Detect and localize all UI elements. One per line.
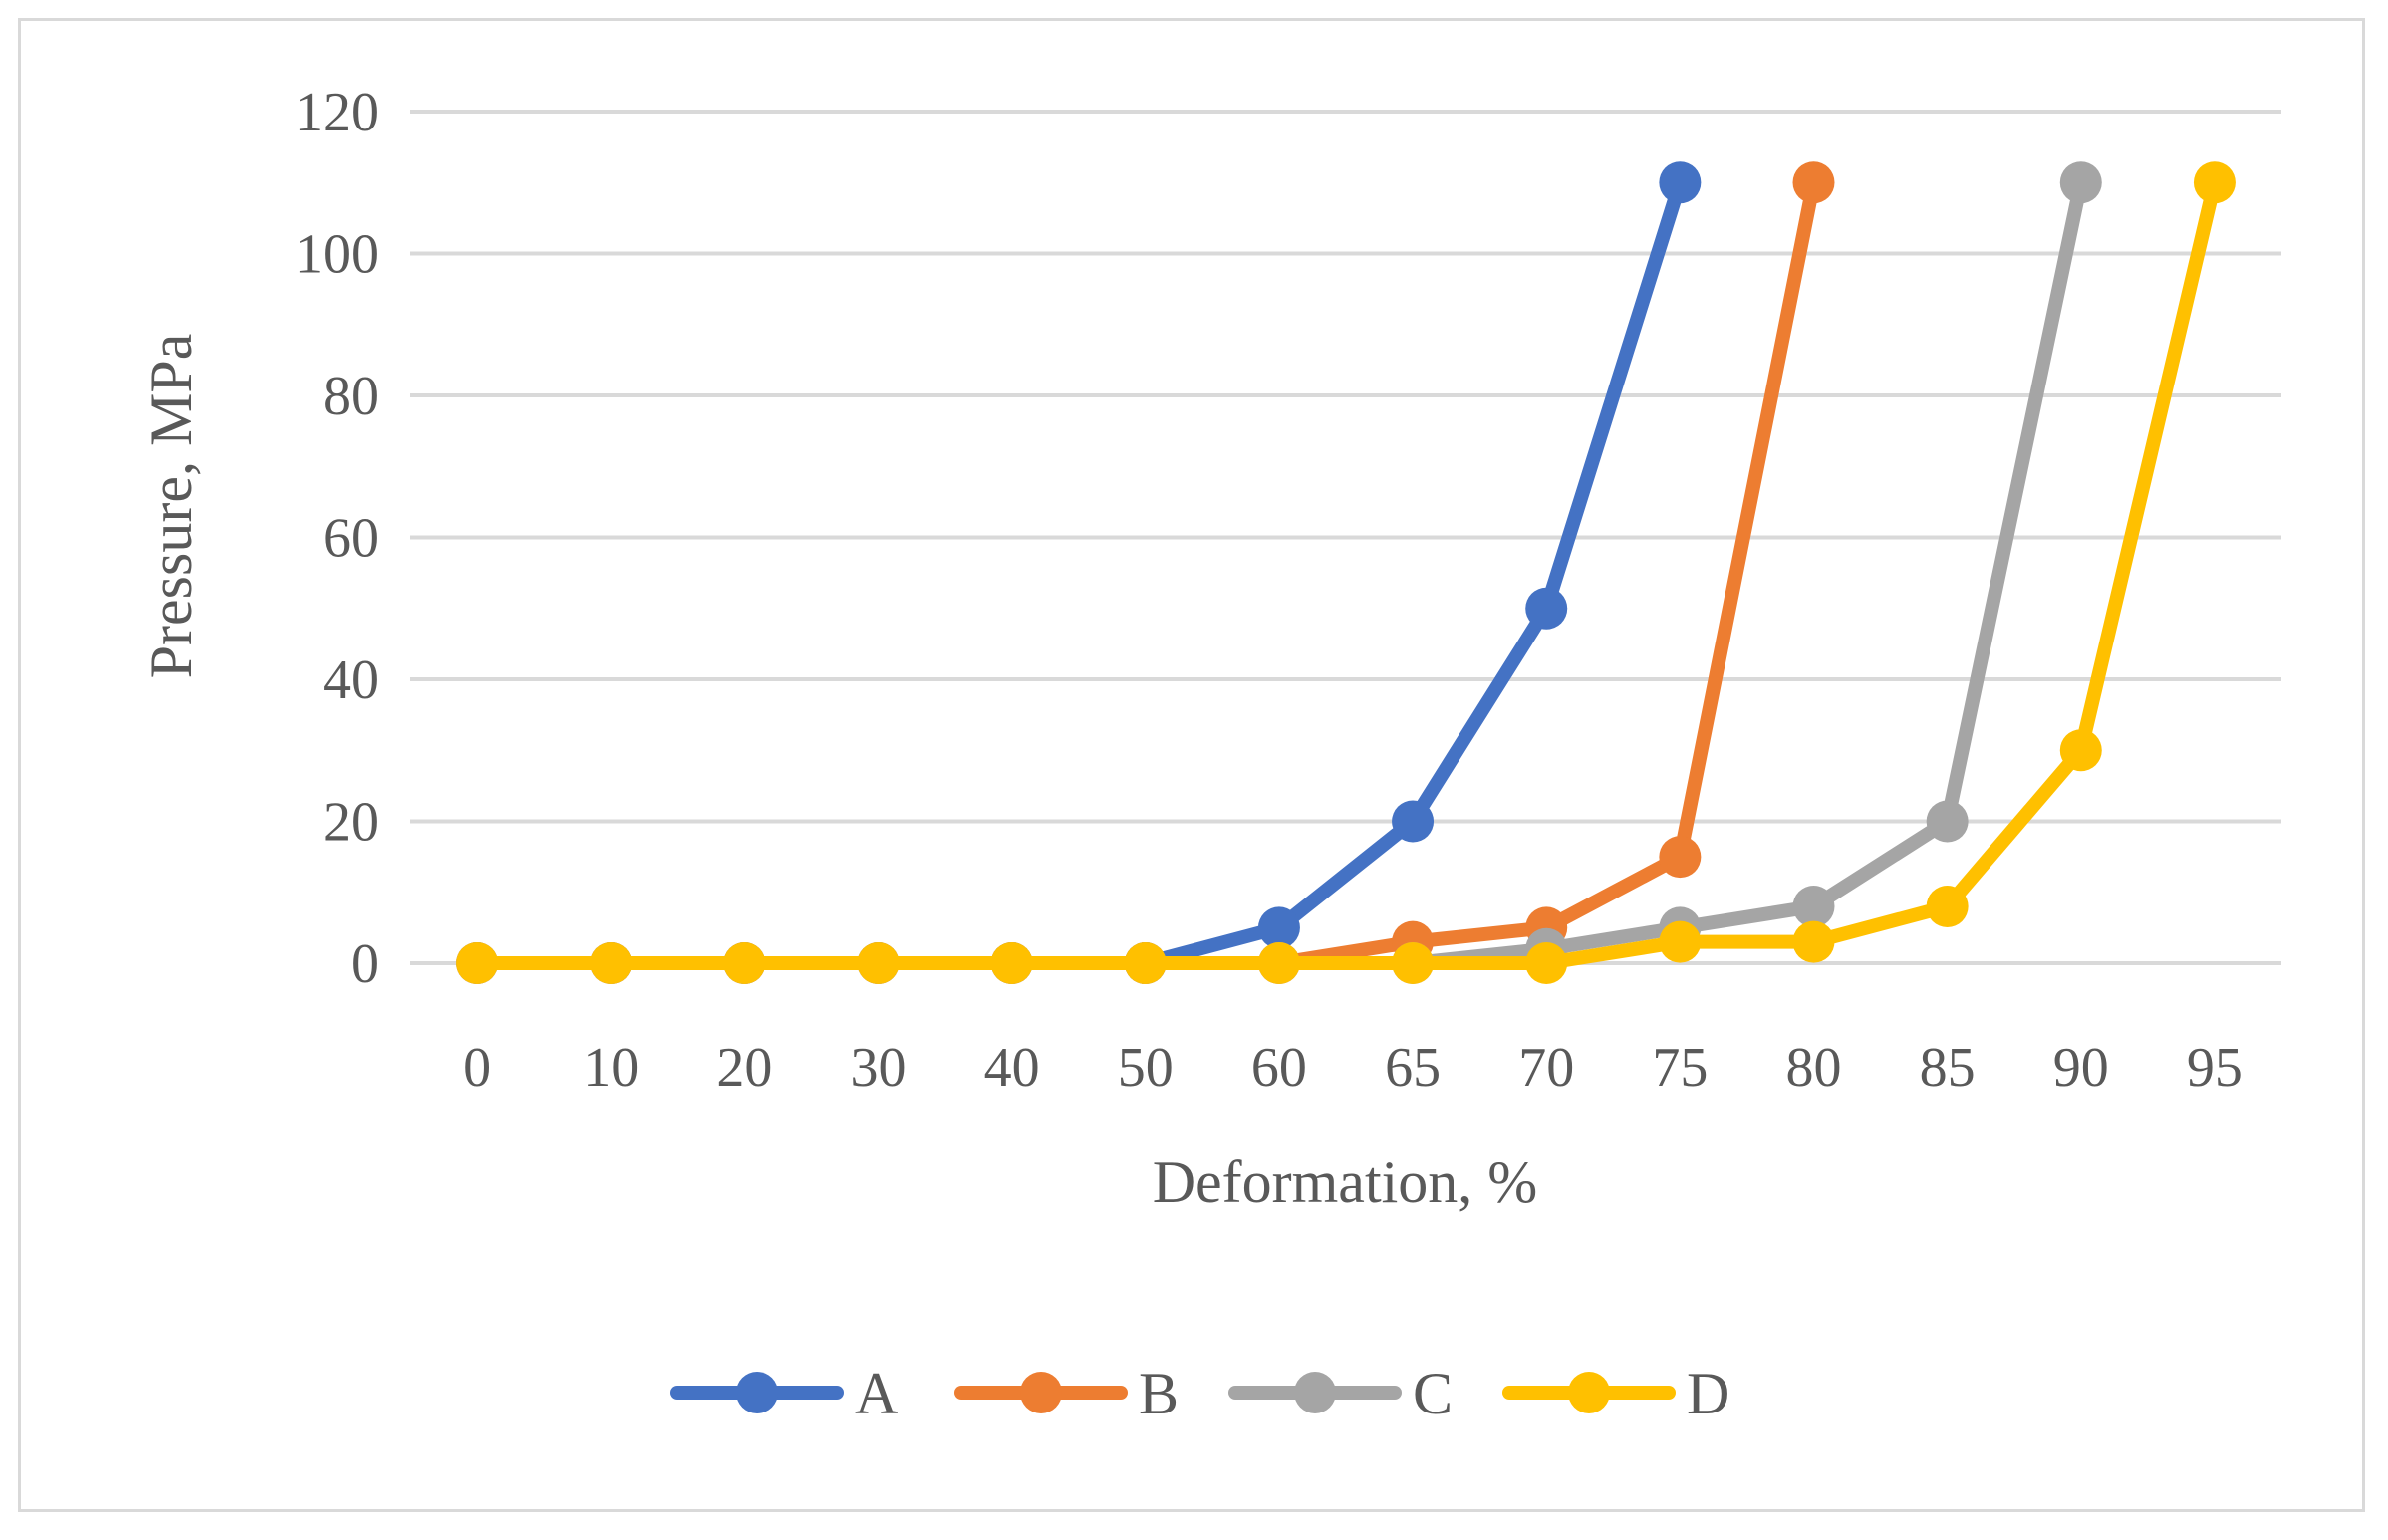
legend-item-C: C xyxy=(1228,1361,1453,1426)
y-tick-label: 40 xyxy=(323,649,379,711)
x-tick-label: 95 xyxy=(2187,1037,2243,1099)
y-tick-label: 80 xyxy=(323,366,379,427)
x-tick-label: 65 xyxy=(1385,1037,1441,1099)
x-tick-label: 20 xyxy=(716,1037,772,1099)
data-point xyxy=(723,942,766,984)
x-tick-label: 85 xyxy=(1920,1037,1976,1099)
x-tick-label: 40 xyxy=(984,1037,1040,1099)
y-tick-label: 20 xyxy=(323,792,379,854)
data-point xyxy=(1792,886,1835,927)
legend-marker xyxy=(736,1372,778,1413)
x-tick-label: 80 xyxy=(1786,1037,1842,1099)
y-tick-label: 100 xyxy=(295,224,379,286)
legend-label: A xyxy=(855,1361,898,1426)
chart-frame xyxy=(18,18,2365,1512)
data-point xyxy=(857,942,900,984)
series-line xyxy=(470,175,1688,970)
data-point xyxy=(1926,800,1969,843)
legend-marker xyxy=(1568,1372,1610,1413)
data-point xyxy=(1659,920,1702,963)
legend-item-D: D xyxy=(1502,1361,1729,1426)
data-point xyxy=(2193,161,2236,204)
legend-label: B xyxy=(1139,1361,1179,1426)
series-C xyxy=(456,161,2102,984)
x-axis-title: Deformation, % xyxy=(1153,1150,1538,1215)
legend: A B C D xyxy=(670,1361,1729,1426)
series-B xyxy=(456,161,1835,984)
data-point xyxy=(2059,161,2102,204)
data-point xyxy=(456,942,499,984)
data-point xyxy=(1392,800,1435,843)
y-axis-tick-labels: 0 20 40 60 80 100 120 xyxy=(295,82,379,995)
data-point xyxy=(990,942,1033,984)
y-tick-label: 60 xyxy=(323,508,379,570)
series-line xyxy=(470,175,1821,970)
x-tick-label: 90 xyxy=(2053,1037,2109,1099)
x-tick-label: 50 xyxy=(1118,1037,1174,1099)
data-point xyxy=(1257,942,1300,984)
y-tick-label: 120 xyxy=(295,82,379,143)
data-point xyxy=(1257,906,1300,949)
series-line xyxy=(470,175,2222,970)
legend-item-A: A xyxy=(670,1361,898,1426)
data-point xyxy=(1525,587,1568,630)
legend-label: C xyxy=(1413,1361,1453,1426)
data-point xyxy=(1792,920,1835,963)
data-point xyxy=(1926,886,1969,927)
legend-marker xyxy=(1294,1372,1336,1413)
x-tick-label: 0 xyxy=(463,1037,491,1099)
series-A xyxy=(456,161,1702,984)
series-lines xyxy=(456,161,2236,984)
series-D xyxy=(456,161,2236,984)
series-line xyxy=(470,175,2088,970)
data-point xyxy=(1792,161,1835,204)
data-point xyxy=(1659,836,1702,879)
data-point xyxy=(1392,942,1435,984)
legend-item-B: B xyxy=(954,1361,1179,1426)
data-point xyxy=(1124,942,1167,984)
x-axis-tick-labels: 0 10 20 30 40 50 60 65 70 75 80 85 90 95 xyxy=(463,1037,2243,1099)
y-axis-title: Pressure, MPa xyxy=(138,334,204,679)
data-point xyxy=(1659,161,1702,204)
x-tick-label: 60 xyxy=(1251,1037,1307,1099)
data-point xyxy=(590,942,633,984)
data-point xyxy=(1525,942,1568,984)
x-tick-label: 30 xyxy=(851,1037,907,1099)
legend-marker xyxy=(1020,1372,1062,1413)
y-tick-label: 0 xyxy=(351,933,379,995)
x-tick-label: 10 xyxy=(583,1037,639,1099)
legend-label: D xyxy=(1687,1361,1729,1426)
data-point xyxy=(2059,729,2102,772)
x-tick-label: 75 xyxy=(1652,1037,1708,1099)
x-tick-label: 70 xyxy=(1518,1037,1574,1099)
